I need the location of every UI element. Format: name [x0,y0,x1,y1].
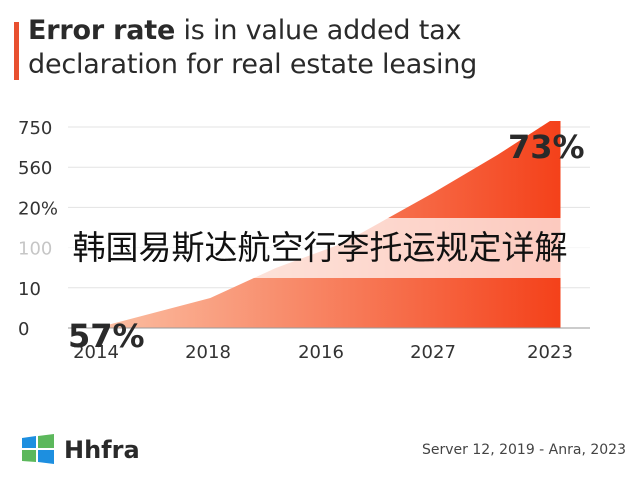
annotation-start: 57% [68,317,145,355]
y-tick-label: 560 [18,158,52,179]
source-credit: Server 12, 2019 - Anra, 2023 [422,442,626,458]
y-tick-label: 750 [18,118,52,139]
title-line1-rest: is in value added tax [175,15,462,46]
logo-mark-icon [20,434,56,466]
y-tick-label: 20% [18,198,58,219]
x-tick-label: 2023 [527,342,573,363]
annotations: 57% 73% [68,128,585,355]
y-tick-label: 0 [18,319,29,340]
brand-logo: Hhfra [20,434,140,466]
chart-title: Error rate is in value added tax declara… [28,14,477,82]
title-accent-bar [14,22,19,80]
x-tick-label: 2018 [185,342,231,363]
title-line2: declaration for real estate leasing [28,49,478,80]
annotation-end: 73% [508,128,585,166]
x-tick-label: 2016 [298,342,344,363]
y-tick-label: 10 [18,279,41,300]
title-bold: Error rate [28,15,176,46]
overlay-banner: 韩国易斯达航空行李托运规定详解 [0,218,640,278]
x-tick-label: 2027 [410,342,456,363]
brand-name: Hhfra [64,436,140,464]
x-tick-label: 2014 [73,342,119,363]
x-axis-ticks: 2014 2018 2016 2027 2023 [73,342,573,363]
